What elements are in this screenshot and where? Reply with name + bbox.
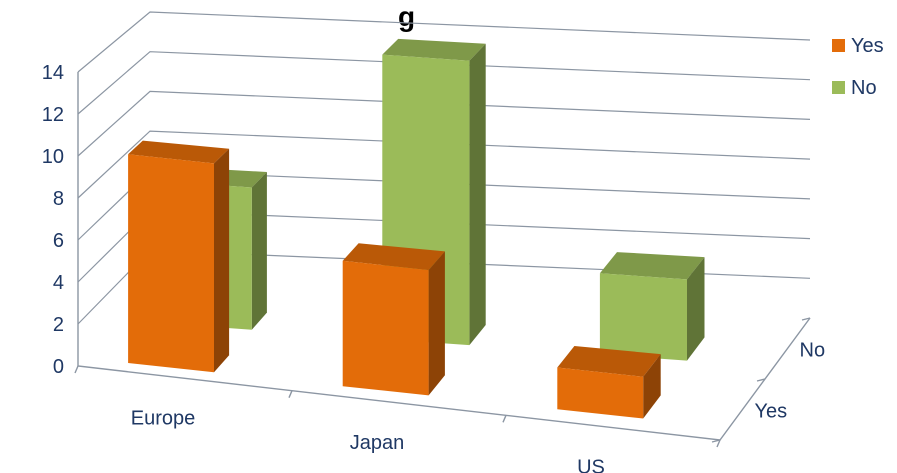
gridline	[77, 51, 811, 115]
y-tick-label: 12	[42, 104, 64, 126]
legend-label: Yes	[851, 35, 884, 57]
y-tick-label: 10	[42, 146, 64, 168]
depth-axis-labels: Yes No	[755, 340, 826, 423]
bar-front	[599, 273, 687, 361]
y-tick-label: 4	[53, 272, 64, 294]
x-category-label: US	[577, 457, 605, 473]
bar-yes-us	[557, 346, 661, 419]
bar-top	[557, 346, 661, 377]
depth-tick-mark	[756, 378, 766, 382]
bar-side	[214, 148, 230, 373]
legend-item: No	[832, 77, 877, 99]
x-tick-mark	[74, 365, 79, 374]
legend-label: No	[851, 77, 877, 99]
x-tick-mark	[716, 439, 721, 448]
gridline	[77, 130, 811, 199]
bar-no-us	[599, 252, 705, 361]
y-tick-label: 14	[42, 62, 64, 84]
bar-front	[557, 367, 644, 419]
depth-tick-mark	[801, 317, 811, 321]
bar-side	[469, 43, 486, 346]
bar-side	[428, 251, 445, 396]
bar-side	[251, 172, 267, 330]
gridline	[77, 11, 811, 73]
depth-axis-label: Yes	[755, 401, 788, 423]
legend-swatch	[832, 81, 845, 94]
bar-top	[128, 140, 230, 164]
bar-side	[687, 257, 705, 361]
x-tick-mark	[502, 415, 507, 423]
y-tick-label: 8	[53, 188, 64, 210]
bar-front	[128, 154, 214, 373]
gridline	[77, 90, 811, 157]
y-tick-label: 0	[53, 356, 64, 378]
depth-tick-mark	[711, 439, 721, 443]
bars	[128, 38, 705, 419]
x-axis-categories: Europe Japan US	[131, 407, 605, 473]
legend-swatch	[832, 39, 845, 52]
bar-top	[599, 252, 705, 280]
chart-title: g	[398, 1, 415, 32]
y-tick-label: 2	[53, 314, 64, 336]
bar-top	[382, 38, 486, 61]
bar-top	[342, 243, 445, 271]
legend: Yes No	[832, 35, 884, 99]
x-category-label: Japan	[350, 432, 405, 454]
axes	[74, 72, 811, 448]
y-tick-label: 6	[53, 230, 64, 252]
y-axis-ticks: 0 2 4 6 8 10 12 14	[42, 62, 64, 378]
x-category-label: Europe	[131, 407, 196, 429]
bar-yes-europe	[128, 140, 230, 373]
depth-axis-label: No	[800, 340, 826, 362]
bar-front	[342, 260, 429, 396]
x-tick-mark	[288, 390, 293, 398]
bar-yes-japan	[342, 243, 445, 396]
bar-side	[643, 354, 661, 419]
legend-item: Yes	[832, 35, 884, 57]
